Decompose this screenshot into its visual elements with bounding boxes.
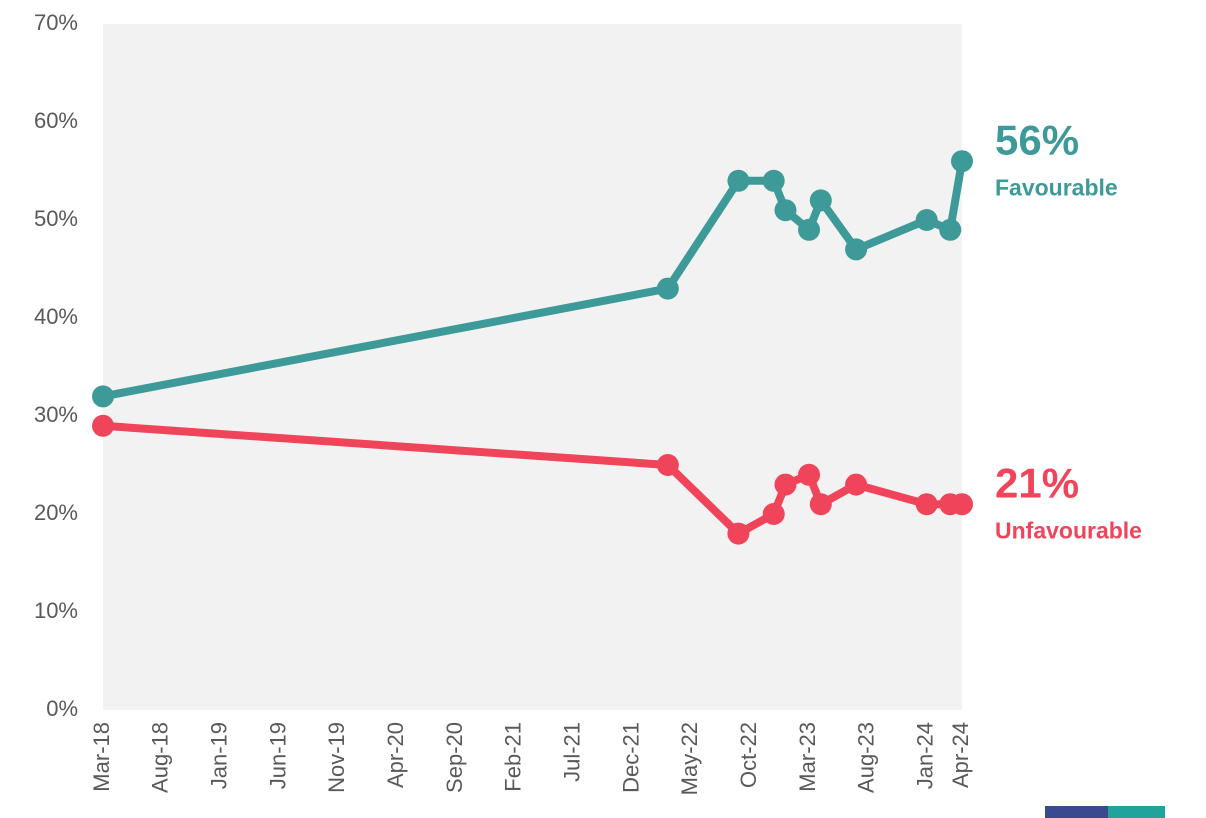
y-tick-label: 40%: [34, 304, 78, 329]
point: [727, 169, 750, 192]
series-label: Unfavourable: [995, 517, 1142, 543]
y-tick-label: 0%: [46, 696, 78, 721]
x-tick-label: Jul-21: [559, 722, 584, 782]
logo-bar: [1045, 806, 1108, 818]
x-tick-label: Oct-22: [736, 722, 761, 788]
x-tick-label: Jun-19: [265, 722, 290, 789]
x-tick-label: Sep-20: [442, 722, 467, 793]
point: [656, 454, 679, 476]
point: [762, 503, 785, 525]
point: [762, 169, 785, 192]
x-tick-label: May-22: [677, 722, 702, 795]
x-tick-label: Aug-18: [148, 722, 173, 793]
logo-bar: [1108, 806, 1165, 818]
point: [845, 238, 868, 261]
point: [774, 199, 797, 222]
point: [727, 522, 750, 545]
value-label: 21%: [995, 459, 1079, 506]
x-tick-label: Feb-21: [501, 722, 526, 792]
x-tick-label: Aug-23: [854, 722, 879, 793]
x-tick-label: Apr-20: [383, 722, 408, 788]
x-tick-label: Dec-21: [618, 722, 643, 793]
y-tick-label: 30%: [34, 402, 78, 427]
point: [798, 463, 821, 486]
plot-area: [103, 24, 962, 710]
point: [951, 493, 973, 516]
y-tick-label: 50%: [34, 206, 78, 231]
value-label: 56%: [995, 116, 1079, 163]
point: [951, 150, 973, 173]
y-tick-label: 70%: [34, 10, 78, 35]
point: [939, 218, 962, 241]
point: [915, 493, 938, 516]
y-tick-label: 60%: [34, 108, 78, 133]
point: [845, 473, 868, 496]
x-tick-label: Mar-18: [89, 722, 114, 792]
x-tick-label: Jan-19: [206, 722, 231, 789]
x-tick-label: Mar-23: [795, 722, 820, 792]
y-tick-label: 20%: [34, 500, 78, 525]
point: [92, 414, 114, 437]
y-tick-label: 10%: [34, 598, 78, 623]
x-tick-label: Nov-19: [324, 722, 349, 793]
point: [92, 385, 114, 408]
series-label: Favourable: [995, 174, 1118, 200]
x-tick-label: Jan-24: [913, 722, 938, 789]
point: [774, 473, 797, 496]
point: [809, 493, 832, 516]
point: [798, 218, 821, 241]
point: [915, 209, 938, 231]
point: [809, 189, 832, 212]
point: [656, 277, 679, 300]
x-tick-label: Apr-24: [948, 722, 973, 788]
